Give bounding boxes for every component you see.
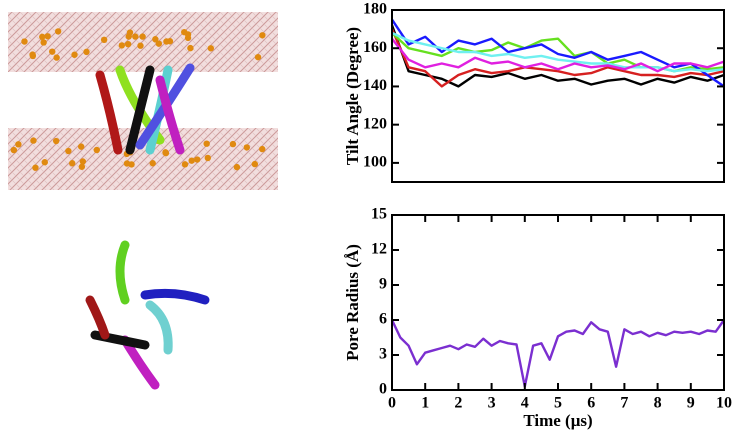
data-line bbox=[390, 28, 725, 88]
y-tick-label: 100 bbox=[363, 154, 387, 171]
phosphate-bead bbox=[254, 53, 262, 61]
phosphate-bead bbox=[187, 44, 194, 52]
phosphate-bead bbox=[139, 33, 146, 40]
x-tick-label: 1 bbox=[421, 395, 429, 412]
phosphate-bead bbox=[100, 36, 108, 44]
plot-frame bbox=[391, 9, 725, 183]
phosphate-bead bbox=[184, 34, 192, 42]
phosphate-bead bbox=[79, 158, 87, 165]
phosphate-bead bbox=[65, 147, 72, 155]
phosphate-bead bbox=[41, 159, 48, 166]
phosphate-bead bbox=[54, 28, 62, 35]
x-tick-label: 0 bbox=[388, 395, 396, 412]
y-tick-label: 3 bbox=[379, 346, 387, 363]
phosphate-bead bbox=[29, 52, 37, 60]
phosphate-bead bbox=[126, 29, 134, 36]
phosphate-bead bbox=[71, 51, 78, 58]
y-axis-label: Tilt Angle (Degree) bbox=[343, 27, 362, 165]
x-tick-label: 2 bbox=[454, 395, 462, 412]
y-tick-label: 160 bbox=[363, 39, 387, 56]
helices-top bbox=[85, 240, 210, 390]
helices-side bbox=[95, 63, 195, 155]
phosphate-bead bbox=[188, 157, 195, 164]
x-tick-label: 5 bbox=[554, 395, 562, 412]
y-tick-label: 180 bbox=[363, 1, 387, 18]
phosphate-bead bbox=[77, 143, 85, 150]
phosphate-bead bbox=[124, 40, 132, 48]
phosphate-bead bbox=[93, 146, 100, 154]
phosphate-bead bbox=[243, 144, 251, 151]
y-axis-label: Pore Radius (Å) bbox=[343, 244, 362, 361]
membrane-image bbox=[8, 12, 278, 390]
y-tick-label: 120 bbox=[363, 115, 387, 132]
x-tick-label: 3 bbox=[488, 395, 496, 412]
x-tick-label: 4 bbox=[521, 395, 529, 412]
phosphate-bead bbox=[162, 149, 170, 157]
x-axis-label: Time (μs) bbox=[523, 411, 592, 430]
upper-leaflet bbox=[8, 12, 278, 72]
phosphate-bead bbox=[194, 156, 201, 163]
y-tick-label: 12 bbox=[371, 241, 387, 258]
x-tick-label: 9 bbox=[687, 395, 695, 412]
phosphate-bead bbox=[52, 137, 60, 145]
data-line bbox=[391, 31, 725, 73]
phosphate-bead bbox=[137, 42, 144, 49]
x-tick-label: 10 bbox=[716, 395, 732, 412]
phosphate-bead bbox=[39, 33, 46, 41]
y-tick-label: 0 bbox=[379, 381, 387, 398]
phosphate-bead bbox=[152, 36, 159, 43]
phosphate-bead bbox=[30, 137, 37, 144]
y-tick-label: 140 bbox=[363, 77, 387, 94]
phosphate-bead bbox=[204, 154, 212, 162]
phosphate-bead bbox=[132, 33, 139, 40]
x-tick-label: 8 bbox=[654, 395, 662, 412]
phosphate-bead bbox=[83, 48, 90, 56]
x-tick-label: 6 bbox=[587, 395, 595, 412]
phosphate-bead bbox=[53, 54, 60, 61]
phosphate-bead bbox=[44, 33, 51, 40]
phosphates bbox=[10, 28, 266, 171]
phosphate-bead bbox=[118, 42, 126, 49]
y-tick-label: 15 bbox=[371, 206, 387, 223]
phosphate-bead bbox=[10, 146, 18, 154]
phosphate-bead bbox=[229, 140, 237, 148]
y-tick-label: 9 bbox=[379, 276, 387, 293]
phosphate-bead bbox=[78, 163, 86, 170]
phosphate-bead bbox=[259, 32, 266, 39]
phosphate-bead bbox=[207, 45, 215, 52]
x-tick-label: 7 bbox=[620, 395, 628, 412]
phosphate-bead bbox=[149, 160, 156, 167]
plot-frame bbox=[391, 214, 725, 391]
phosphate-bead bbox=[21, 38, 28, 45]
phosphate-bead bbox=[233, 163, 241, 171]
phosphate-bead bbox=[69, 160, 76, 167]
data-line bbox=[390, 319, 725, 388]
phosphate-bead bbox=[166, 38, 174, 45]
phosphate-bead bbox=[49, 48, 56, 55]
phosphate-bead bbox=[40, 39, 47, 46]
phosphate-bead bbox=[259, 145, 266, 153]
phosphate-bead bbox=[155, 40, 163, 47]
data-line bbox=[391, 37, 725, 73]
phosphate-bead bbox=[251, 160, 259, 168]
phosphate-bead bbox=[32, 164, 39, 171]
phosphate-bead bbox=[203, 140, 210, 147]
phosphate-bead bbox=[128, 161, 135, 168]
phosphate-bead bbox=[15, 141, 22, 148]
phosphate-bead bbox=[181, 161, 189, 168]
y-tick-label: 6 bbox=[379, 311, 387, 328]
